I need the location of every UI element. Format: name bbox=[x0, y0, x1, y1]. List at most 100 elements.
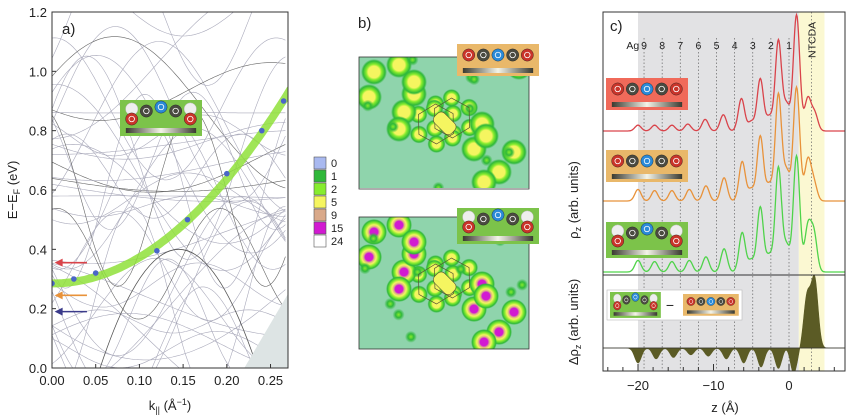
atom-icon bbox=[706, 297, 716, 306]
colorbar-swatch bbox=[313, 169, 327, 183]
density-blob bbox=[471, 169, 497, 188]
interface-state-plot bbox=[52, 86, 288, 316]
atom-icon bbox=[655, 226, 668, 240]
colorbar-label: 24 bbox=[331, 236, 343, 248]
density-blob bbox=[384, 297, 397, 310]
band-line bbox=[52, 26, 286, 203]
map-frame bbox=[358, 56, 530, 190]
density-blob bbox=[473, 283, 499, 309]
atom-icon bbox=[626, 226, 639, 240]
atom-core bbox=[524, 51, 531, 59]
colorbar-label: 0 bbox=[331, 158, 337, 170]
colorbar-swatch bbox=[313, 182, 327, 196]
atom-core bbox=[629, 85, 636, 93]
atom-icon bbox=[183, 112, 197, 126]
y-tick-label: 1.0 bbox=[29, 64, 47, 79]
molecule-inset-red: OCOCO bbox=[606, 78, 688, 110]
atom-core bbox=[509, 51, 516, 59]
series-insets: OCOCOOCOCOOCOCOOCOCO−OCOCO bbox=[606, 78, 743, 321]
substrate-slab-icon bbox=[611, 102, 683, 107]
interface-state-band bbox=[52, 86, 288, 288]
atom-core bbox=[708, 299, 714, 304]
atom-core bbox=[143, 107, 150, 115]
y-tick-label: 1.2 bbox=[29, 5, 47, 20]
dispersion-point bbox=[52, 280, 55, 287]
density-curve-green bbox=[603, 153, 845, 273]
density-blob bbox=[387, 120, 400, 133]
atom-core bbox=[480, 51, 487, 59]
density-blob bbox=[471, 329, 497, 349]
layer-label: 1 bbox=[786, 40, 792, 52]
colorbar-swatch bbox=[313, 234, 327, 248]
band-line bbox=[99, 248, 258, 368]
x-tick-label: 0.00 bbox=[39, 373, 64, 388]
atom-icon bbox=[491, 48, 505, 62]
band-line bbox=[52, 41, 286, 212]
atom-core bbox=[157, 103, 165, 111]
atom-core bbox=[673, 237, 680, 245]
atom-icon bbox=[506, 212, 519, 226]
arrow-head-icon bbox=[54, 307, 63, 316]
substrate-slab-icon bbox=[613, 312, 658, 316]
atom-icon bbox=[140, 104, 153, 118]
atom-core bbox=[187, 115, 194, 123]
density-map-flat bbox=[358, 56, 530, 190]
density-blob bbox=[361, 99, 374, 112]
atom-icon bbox=[169, 104, 182, 118]
density-blob bbox=[473, 123, 499, 149]
panel-b-label: b) bbox=[358, 15, 371, 32]
layer-label: 6 bbox=[695, 40, 701, 52]
atom-icon bbox=[154, 100, 168, 114]
band-line bbox=[52, 208, 286, 320]
density-blob bbox=[392, 308, 405, 321]
atom-core bbox=[673, 157, 680, 165]
dispersion-point bbox=[258, 127, 265, 134]
band-line bbox=[52, 12, 253, 86]
substrate-slab-icon bbox=[611, 250, 683, 255]
substrate-slab-icon bbox=[462, 68, 534, 73]
atom-icon bbox=[631, 292, 640, 302]
layer-label: 7 bbox=[677, 40, 683, 52]
x-tick-label: 0.10 bbox=[127, 373, 152, 388]
atom-core bbox=[651, 303, 656, 308]
band-line bbox=[52, 172, 286, 225]
atom-core bbox=[658, 229, 665, 237]
atom-core bbox=[658, 85, 665, 93]
band-line bbox=[52, 258, 286, 368]
layer-label: 5 bbox=[714, 40, 720, 52]
density-blob bbox=[406, 57, 419, 66]
minus-operator: − bbox=[666, 297, 674, 313]
atom-icon bbox=[655, 82, 668, 96]
density-blob bbox=[501, 299, 527, 325]
atom-core bbox=[509, 215, 516, 223]
atom-core bbox=[643, 85, 651, 93]
colorbar-swatch bbox=[313, 195, 327, 209]
colorbar-label: 5 bbox=[331, 197, 337, 209]
atom-core bbox=[614, 157, 621, 165]
molecule-inset-flat: OCOCO bbox=[683, 294, 739, 316]
band-line bbox=[52, 128, 286, 270]
density-blob bbox=[480, 154, 493, 167]
difference-curve bbox=[603, 274, 845, 371]
atom-icon bbox=[462, 48, 476, 62]
panel-c-axes: −20 −10 0 bbox=[607, 364, 835, 393]
dispersion-point bbox=[184, 216, 191, 223]
atom-core bbox=[728, 299, 733, 304]
band-line bbox=[52, 36, 286, 189]
atom-core bbox=[698, 299, 704, 304]
band-line bbox=[52, 84, 286, 271]
atom-icon bbox=[669, 234, 683, 248]
atom-icon bbox=[669, 82, 683, 96]
band-line bbox=[52, 201, 286, 368]
map-frame bbox=[358, 216, 530, 350]
atom-core bbox=[629, 229, 636, 237]
atom-icon bbox=[726, 297, 736, 306]
x-tick-label: 0.20 bbox=[214, 373, 239, 388]
density-blob bbox=[359, 262, 371, 275]
band-line bbox=[52, 178, 286, 192]
atom-icon bbox=[613, 301, 622, 311]
molecule-inset-bent: OCOCO bbox=[457, 208, 539, 244]
atom-icon bbox=[626, 82, 639, 96]
